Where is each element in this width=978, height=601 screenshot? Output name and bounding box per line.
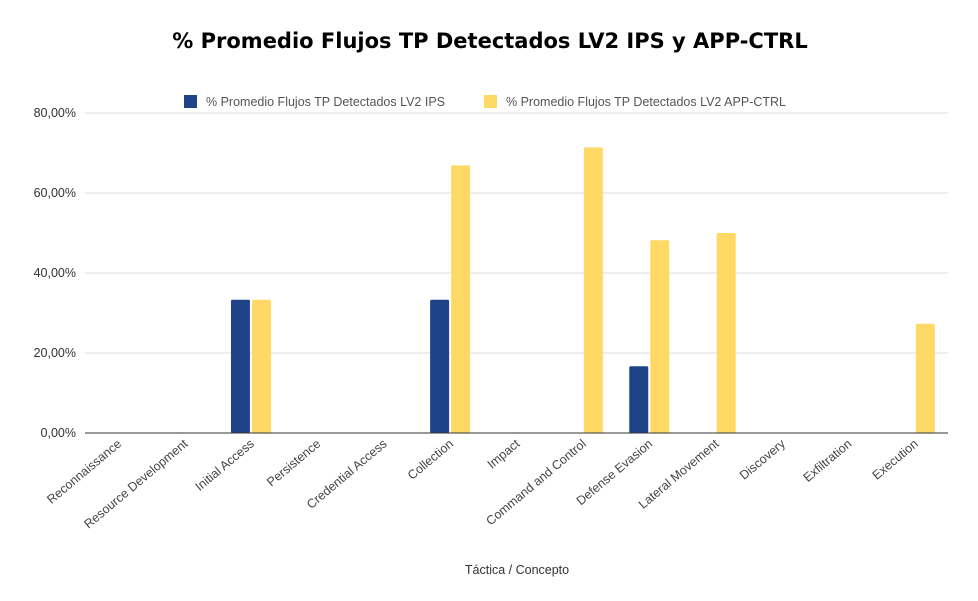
- gridlines: [85, 112, 948, 354]
- bar-app-ctrl-execution: [915, 323, 935, 433]
- bars: [230, 147, 935, 433]
- x-tick-label: Collection: [405, 437, 456, 483]
- y-tick-label: 60,00%: [34, 186, 76, 200]
- x-axis-title: Táctica / Concepto: [465, 563, 569, 577]
- bar-app-ctrl-initial-access: [251, 299, 271, 433]
- x-tick-label: Execution: [870, 437, 921, 483]
- y-tick-label: 40,00%: [34, 266, 76, 280]
- bar-app-ctrl-defense-evasion: [650, 240, 670, 433]
- bar-app-ctrl-command-and-control: [583, 147, 603, 433]
- bar-app-ctrl-lateral-movement: [716, 233, 736, 433]
- bar-ips-defense-evasion: [629, 366, 649, 433]
- y-tick-label: 20,00%: [34, 346, 76, 360]
- x-tick-label: Initial Access: [193, 437, 257, 494]
- bar-ips-initial-access: [230, 299, 250, 433]
- legend-label-app-ctrl: % Promedio Flujos TP Detectados LV2 APP-…: [506, 95, 786, 109]
- y-tick-label: 0,00%: [41, 426, 76, 440]
- legend-swatch-app-ctrl: [484, 95, 497, 108]
- legend-label-ips: % Promedio Flujos TP Detectados LV2 IPS: [206, 95, 445, 109]
- x-tick-label: Exfiltration: [801, 437, 855, 485]
- legend: % Promedio Flujos TP Detectados LV2 IPS …: [184, 95, 786, 109]
- bar-app-ctrl-collection: [451, 165, 471, 433]
- x-tick-label: Impact: [485, 436, 523, 471]
- x-tick-label: Discovery: [737, 436, 789, 482]
- chart-title: % Promedio Flujos TP Detectados LV2 IPS …: [172, 29, 807, 53]
- bar-ips-collection: [430, 299, 450, 433]
- x-tick-label: Persistence: [264, 437, 323, 490]
- y-tick-label: 80,00%: [34, 106, 76, 120]
- legend-swatch-ips: [184, 95, 197, 108]
- y-axis-ticks: 0,00% 20,00% 40,00% 60,00% 80,00%: [34, 106, 76, 440]
